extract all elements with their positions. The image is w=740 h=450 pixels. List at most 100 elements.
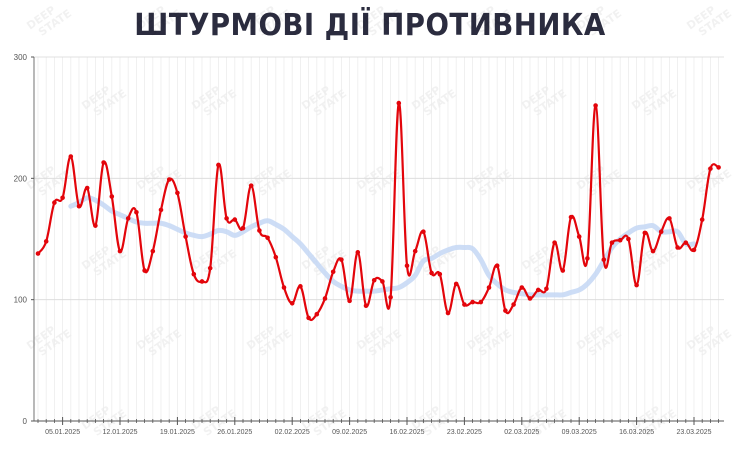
- data-point: [527, 296, 533, 301]
- data-point: [617, 237, 623, 243]
- data-point: [109, 194, 115, 199]
- data-point: [224, 216, 229, 221]
- data-point: [52, 200, 57, 205]
- data-point: [445, 310, 451, 316]
- data-point: [281, 285, 287, 290]
- data-point: [478, 299, 484, 305]
- data-point: [298, 284, 303, 289]
- data-point: [93, 223, 98, 228]
- data-point: [716, 165, 721, 170]
- data-point: [306, 315, 311, 321]
- data-point: [437, 271, 443, 277]
- data-point: [166, 177, 172, 182]
- data-point: [675, 245, 680, 250]
- chart-title: ШТУРМОВІ ДІЇ ПРОТИВНИКА: [134, 8, 606, 43]
- data-point: [199, 279, 205, 284]
- data-point: [330, 269, 336, 275]
- data-point: [363, 303, 369, 309]
- data-point: [503, 308, 508, 313]
- data-point: [134, 210, 139, 215]
- data-point: [232, 217, 238, 222]
- data-point: [101, 160, 106, 165]
- data-point: [658, 229, 664, 235]
- data-point: [429, 270, 434, 276]
- data-point: [289, 301, 295, 306]
- data-point: [265, 235, 270, 241]
- data-point: [142, 268, 147, 273]
- x-tick-label: 23.02.2025: [447, 429, 482, 436]
- data-point: [642, 230, 648, 236]
- data-point: [560, 268, 566, 273]
- data-point: [216, 162, 221, 168]
- x-tick-label: 23.03.2025: [676, 429, 711, 436]
- data-point: [535, 287, 541, 293]
- y-tick-label: 200: [14, 174, 28, 183]
- x-tick-label: 19.01.2025: [160, 429, 195, 436]
- axes: 0 100 200 300 05.01.2025 12.01.2025 19.01.2025…: [14, 53, 724, 436]
- data-point: [68, 154, 74, 159]
- data-point: [322, 296, 328, 301]
- data-point: [43, 239, 49, 244]
- data-point: [388, 294, 393, 300]
- data-point: [519, 285, 525, 290]
- x-tick-label: 16.03.2025: [619, 429, 654, 436]
- data-point: [347, 298, 352, 304]
- x-tick-label: 09.03.2025: [562, 429, 597, 436]
- data-point: [544, 286, 549, 292]
- data-point: [84, 185, 90, 191]
- x-tick-label: 12.01.2025: [102, 429, 137, 436]
- data-point: [380, 279, 385, 284]
- data-point: [494, 263, 500, 268]
- data-point: [412, 248, 418, 254]
- data-point: [453, 281, 459, 287]
- data-point: [150, 248, 156, 254]
- data-point: [470, 299, 475, 305]
- data-point: [314, 311, 320, 317]
- x-tick-label: 02.03.2025: [504, 429, 539, 436]
- data-point: [650, 248, 656, 254]
- data-point: [257, 228, 262, 233]
- data-point: [158, 207, 164, 213]
- data-point: [667, 216, 672, 221]
- data-point: [634, 282, 639, 288]
- data-point: [421, 229, 426, 235]
- data-points: [35, 100, 721, 321]
- data-point: [626, 236, 631, 242]
- data-point: [396, 100, 402, 106]
- data-point: [339, 257, 344, 262]
- data-point: [585, 256, 590, 261]
- x-tick-label: 09.02.2025: [332, 429, 367, 436]
- data-point: [240, 225, 246, 231]
- y-tick-label: 0: [23, 417, 28, 426]
- data-point: [183, 234, 188, 239]
- data-point: [511, 302, 516, 307]
- daily-assaults-line: [37, 101, 720, 322]
- data-point: [273, 254, 279, 260]
- x-tick-label: 26.01.2025: [217, 429, 252, 436]
- data-point: [683, 240, 689, 245]
- data-point: [207, 265, 213, 271]
- data-point: [552, 240, 557, 245]
- data-point: [117, 248, 123, 254]
- x-tick-label: 02.02.2025: [275, 429, 310, 436]
- data-point: [191, 271, 197, 277]
- data-point: [593, 103, 598, 108]
- data-point: [371, 277, 377, 283]
- data-point: [576, 234, 582, 239]
- data-point: [601, 257, 607, 262]
